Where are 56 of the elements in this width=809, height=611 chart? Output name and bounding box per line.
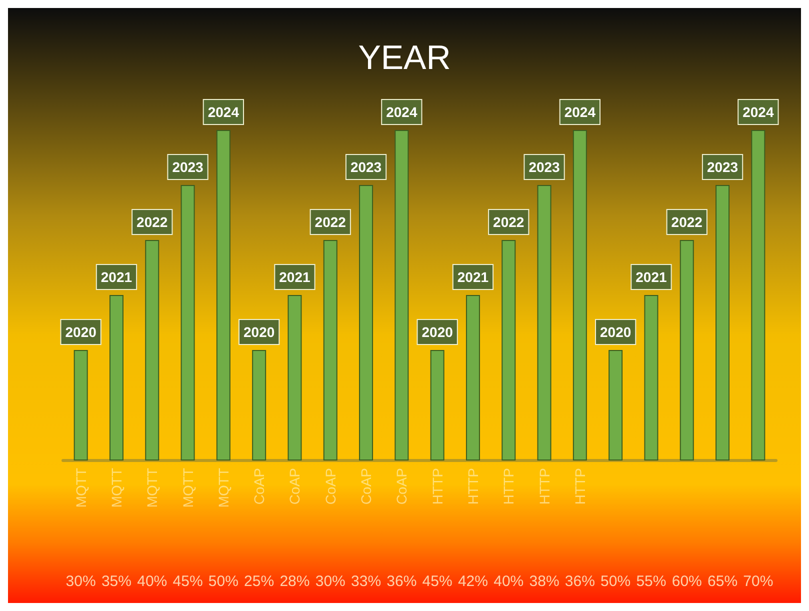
x-tick-label: MQTT <box>108 468 124 508</box>
text: 42% <box>458 573 488 590</box>
data-label: 2020 <box>243 324 275 340</box>
text: 50% <box>600 573 631 590</box>
text: 40% <box>494 573 524 590</box>
data-label: 2024 <box>208 104 240 120</box>
data-label: 2020 <box>65 324 97 340</box>
text: 60% <box>672 573 702 590</box>
text: 36% <box>386 573 417 590</box>
x-tick-label: MQTT <box>144 468 160 508</box>
text: 38% <box>529 573 560 590</box>
x-tick-label: CoAP <box>286 468 303 505</box>
text: 45% <box>172 573 203 590</box>
data-label: 2023 <box>706 159 738 175</box>
data-label: 2022 <box>671 214 703 230</box>
data-label: 2024 <box>742 104 774 120</box>
data-label: 2021 <box>636 269 668 285</box>
data-label: 2022 <box>314 214 346 230</box>
x-tick-label: HTTP <box>500 468 517 505</box>
data-label: 2023 <box>528 159 560 175</box>
text: 50% <box>208 573 238 590</box>
text: 40% <box>137 573 168 590</box>
data-label: 2022 <box>136 214 168 230</box>
text: 30% <box>315 573 346 590</box>
x-tick-label: HTTP <box>464 468 481 505</box>
data-label: 2020 <box>600 324 632 340</box>
x-tick-label: MQTT <box>215 468 232 508</box>
text: 35% <box>101 573 132 590</box>
data-label: 2021 <box>100 269 132 285</box>
text: 36% <box>564 573 595 590</box>
x-tick-label: HTTP <box>429 468 446 505</box>
text: 33% <box>351 573 382 590</box>
x-tick-label: CoAP <box>322 468 338 505</box>
x-tick-label: CoAP <box>251 468 268 505</box>
data-label: 2021 <box>457 269 489 285</box>
data-label: 2023 <box>172 159 204 175</box>
text: 28% <box>280 573 310 590</box>
text: 55% <box>636 573 666 590</box>
data-label: 2022 <box>493 214 524 230</box>
x-tick-label: HTTP <box>572 468 588 505</box>
data-label: 2024 <box>386 104 418 120</box>
x-tick-label: CoAP <box>394 468 410 505</box>
text: 30% <box>66 573 96 590</box>
text: 45% <box>422 573 452 590</box>
chart-title: YEAR <box>358 39 451 77</box>
x-tick-label: HTTP <box>536 468 552 505</box>
text: 70% <box>743 573 774 590</box>
x-tick-label: MQTT <box>72 468 89 508</box>
x-tick-label: CoAP <box>358 468 374 505</box>
data-label: 2024 <box>564 104 596 120</box>
text: 65% <box>708 573 738 590</box>
x-tick-label: MQTT <box>180 468 196 508</box>
data-label: 2020 <box>422 324 454 340</box>
text: 25% <box>244 573 274 590</box>
data-label: 2021 <box>279 269 311 285</box>
data-label: 2023 <box>350 159 382 175</box>
